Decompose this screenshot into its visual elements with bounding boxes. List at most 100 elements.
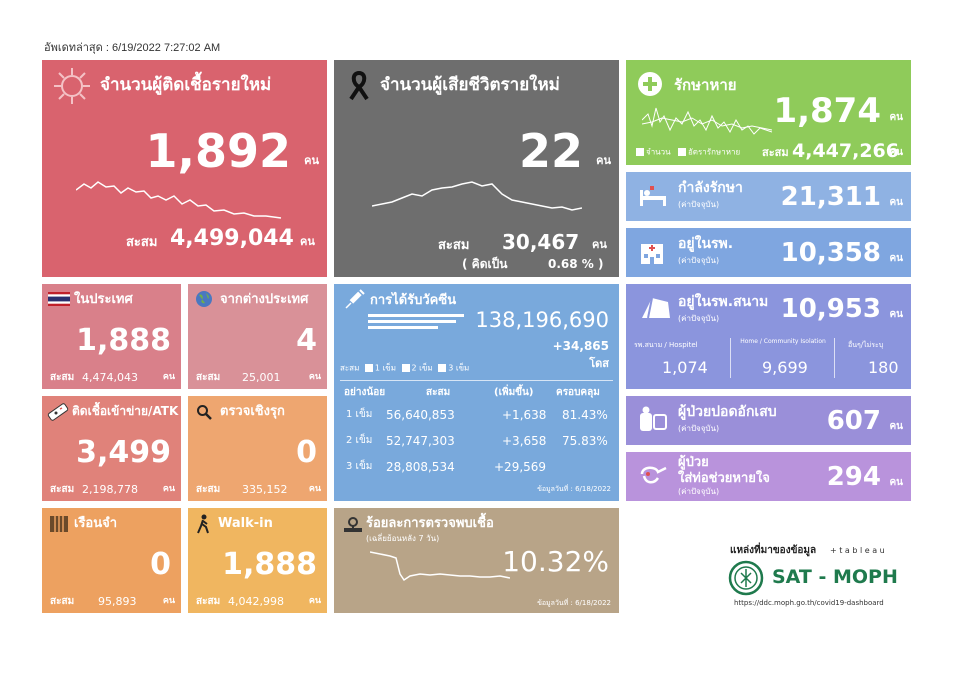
in-hospital-title: อยู่ในรพ.: [678, 236, 734, 252]
imported-cum-unit: คน: [308, 372, 321, 382]
checkbox-rate[interactable]: [678, 148, 686, 156]
field-col2-value: 9,699: [762, 358, 808, 377]
walkin-cum-label: สะสม: [196, 596, 221, 607]
imported-title: จากต่างประเทศ: [220, 292, 309, 307]
field-col2-label: Home / Community Isolation: [740, 338, 826, 345]
ventilator-value: 294: [826, 462, 881, 492]
pneumonia-title: ผู้ป่วยปอดอักเสบ: [678, 404, 777, 420]
recovered-cum-unit: คน: [889, 147, 903, 158]
vaccine-card[interactable]: การได้รับวัคซีน 138,196,690 +34,865 โดส …: [334, 284, 619, 501]
jail-title: เรือนจำ: [74, 516, 118, 531]
positivity-value: 10.32%: [502, 545, 609, 578]
walkin-cum-unit: คน: [308, 596, 321, 606]
vaccine-row-coverage: 75.83%: [562, 434, 608, 448]
hospital-bed-icon: [640, 186, 666, 206]
vaccine-bar-3: [368, 326, 438, 329]
jail-value: 0: [150, 547, 171, 582]
recovered-sparkline: [642, 107, 772, 135]
pneumonia-unit: คน: [889, 421, 903, 432]
source-label: แหล่งที่มาของข้อมูล: [730, 545, 817, 556]
treating-card[interactable]: กำลังรักษา (ค่าปัจจุบัน) 21,311 คน: [626, 172, 911, 221]
treating-unit: คน: [889, 197, 903, 208]
active-search-cum-value: 335,152: [242, 483, 288, 496]
active-search-cum-label: สะสม: [196, 484, 221, 495]
active-search-title: ตรวจเชิงรุก: [220, 404, 285, 419]
domestic-cum-label: สะสม: [50, 372, 75, 383]
field-col3-value: 180: [868, 358, 899, 377]
field-hospital-title: อยู่ในรพ.สนาม: [678, 294, 769, 310]
active-search-value: 0: [296, 435, 317, 470]
ventilator-card[interactable]: ผู้ป่วย ใส่ท่อช่วยหายใจ (ค่าปัจจุบัน) 29…: [626, 452, 911, 501]
domestic-card[interactable]: ในประเทศ 1,888 สะสม 4,474,043 คน: [42, 284, 181, 389]
legend-dose2-checkbox[interactable]: [401, 364, 410, 372]
field-divider-1: [730, 338, 731, 378]
recovered-legend-count: จำนวน: [636, 148, 671, 157]
syringe-icon: [345, 289, 365, 309]
ventilator-unit: คน: [889, 477, 903, 488]
vaccine-row-label: 3 เข็ม: [346, 461, 373, 472]
jail-icon: [50, 516, 68, 532]
positivity-date: ข้อมูลวันที่ : 6/18/2022: [537, 599, 611, 607]
in-hospital-card[interactable]: อยู่ในรพ. (ค่าปัจจุบัน) 10,358 คน: [626, 228, 911, 277]
imported-card[interactable]: จากต่างประเทศ 4 สะสม 25,001 คน: [188, 284, 327, 389]
recovered-unit: คน: [889, 112, 903, 123]
atk-cum-unit: คน: [162, 484, 175, 494]
vaccine-row-cum: 56,640,853: [386, 408, 455, 422]
field-hospital-sub: (ค่าปัจจุบัน): [678, 314, 720, 323]
magnifier-icon: [197, 405, 212, 420]
recovered-cum-label: สะสม: [762, 146, 789, 159]
field-col1-label: รพ.สนาม / Hospitel: [634, 341, 698, 349]
vaccine-row-label: 2 เข็ม: [346, 435, 373, 446]
vaccine-header-1: อย่างน้อย: [344, 387, 386, 398]
recovered-legend-rate: อัตรารักษาหาย: [678, 148, 740, 157]
atk-test-icon: [47, 403, 69, 421]
vaccine-bar-1: [368, 314, 464, 317]
atk-cum-value: 2,198,778: [82, 483, 138, 496]
jail-card[interactable]: เรือนจำ 0 สะสม 95,893 คน: [42, 508, 181, 613]
treating-sub: (ค่าปัจจุบัน): [678, 200, 720, 209]
checkbox-count[interactable]: [636, 148, 644, 156]
pneumonia-card[interactable]: ผู้ป่วยปอดอักเสบ (ค่าปัจจุบัน) 607 คน: [626, 396, 911, 445]
new-deaths-pct-label: ( คิดเป็น: [462, 257, 508, 271]
thai-flag-icon: [48, 292, 70, 306]
walkin-card[interactable]: Walk-in 1,888 สะสม 4,042,998 คน: [188, 508, 327, 613]
field-hospital-unit: คน: [889, 309, 903, 320]
tent-icon: [642, 297, 670, 319]
treating-value: 21,311: [780, 182, 881, 212]
new-cases-card[interactable]: จำนวนผู้ติดเชื้อรายใหม่ 1,892 คน สะสม 4,…: [42, 60, 327, 277]
domestic-value: 1,888: [76, 323, 171, 358]
recovered-value: 1,874: [773, 91, 881, 131]
positivity-card[interactable]: ร้อยละการตรวจพบเชื้อ (เฉลี่ยย้อนหลัง 7 ว…: [334, 508, 619, 613]
recovered-title: รักษาหาย: [674, 76, 737, 94]
atk-cum-label: สะสม: [50, 484, 75, 495]
active-search-cum-unit: คน: [308, 484, 321, 494]
new-cases-cum-value: 4,499,044: [170, 226, 294, 251]
atk-title: ติดเชื้อเข้าข่าย/ATK: [72, 404, 179, 418]
active-search-card[interactable]: ตรวจเชิงรุก 0 สะสม 335,152 คน: [188, 396, 327, 501]
new-deaths-sparkline: [372, 181, 582, 211]
atk-card[interactable]: ติดเชื้อเข้าข่าย/ATK 3,499 สะสม 2,198,77…: [42, 396, 181, 501]
vaccine-header-4: ครอบคลุม: [556, 387, 600, 398]
field-hospital-card[interactable]: อยู่ในรพ.สนาม (ค่าปัจจุบัน) 10,953 คน รพ…: [626, 284, 911, 389]
recovered-card[interactable]: รักษาหาย จำนวน อัตรารักษาหาย 1,874 คน สะ…: [626, 60, 911, 165]
jail-cum-unit: คน: [162, 596, 175, 606]
source-url[interactable]: https://ddc.moph.go.th/covid19-dashboard: [734, 599, 884, 607]
legend-dose1-checkbox[interactable]: [364, 364, 373, 372]
vaccine-row-delta: +1,638: [502, 408, 547, 422]
new-deaths-pct-value: 0.68 % ): [548, 257, 604, 271]
moph-seal-icon: [728, 560, 764, 596]
legend-dose3-checkbox[interactable]: [438, 364, 447, 372]
vaccine-row-delta: +29,569: [494, 460, 547, 474]
vaccine-dose-unit: โดส: [589, 357, 609, 370]
walkin-title: Walk-in: [218, 516, 273, 531]
ribbon-icon: [349, 71, 369, 101]
positivity-title: ร้อยละการตรวจพบเชื้อ: [366, 516, 494, 531]
new-cases-title: จำนวนผู้ติดเชื้อรายใหม่: [100, 75, 272, 95]
recovered-cum-value: 4,447,266: [792, 140, 899, 162]
new-cases-unit: คน: [304, 154, 319, 167]
pneumonia-sub: (ค่าปัจจุบัน): [678, 424, 720, 433]
virus-icon: [54, 68, 90, 104]
vaccine-header-2: สะสม: [426, 387, 451, 398]
new-deaths-card[interactable]: จำนวนผู้เสียชีวิตรายใหม่ 22 คน สะสม 30,4…: [334, 60, 619, 277]
field-col1-value: 1,074: [662, 358, 708, 377]
